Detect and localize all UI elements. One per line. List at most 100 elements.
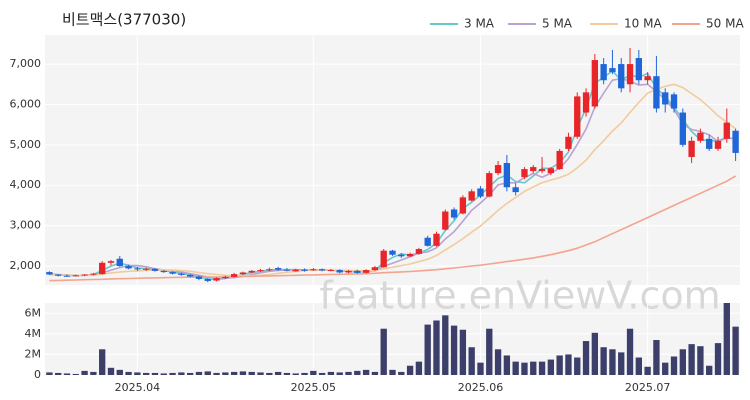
y-tick-label: 7,000 [10, 57, 42, 70]
candle-body [204, 278, 211, 281]
candle-body [442, 211, 449, 230]
candle-body [46, 272, 53, 275]
volume-bar [274, 371, 282, 375]
candle-body [327, 270, 335, 272]
candle-body [415, 249, 423, 254]
candle-body [257, 270, 264, 272]
volume-bar [151, 372, 159, 375]
volume-bar [723, 303, 730, 375]
candle-body [398, 254, 405, 257]
volume-bar [55, 372, 62, 375]
candle-body [521, 169, 528, 178]
candle-body [274, 268, 282, 270]
legend-label: 5 MA [542, 17, 573, 31]
candle-body [679, 112, 686, 145]
candle-body [565, 136, 572, 149]
volume-bar [688, 344, 695, 375]
candle-body [239, 272, 247, 275]
volume-bar [574, 357, 581, 375]
volume-bar [292, 373, 299, 375]
volume-bar [160, 373, 167, 375]
legend-label: 50 MA [706, 17, 744, 31]
x-tick-label: 2025.06 [458, 381, 504, 394]
candle-body [618, 64, 625, 89]
volume-bar [143, 372, 150, 375]
volume-bar [380, 328, 387, 375]
volume-bar [635, 357, 642, 375]
candle-body [459, 197, 467, 214]
candle-body [591, 60, 599, 107]
candle-body [556, 150, 563, 170]
volume-bar [653, 340, 660, 375]
candle-body [195, 276, 203, 279]
volume-bar [107, 367, 115, 375]
volume-bar [362, 369, 370, 375]
candle-body [125, 266, 132, 269]
volume-bar [195, 371, 203, 375]
candle-body [468, 191, 475, 201]
legend-label: 3 MA [464, 17, 495, 31]
x-tick-label: 2025.05 [291, 381, 337, 394]
candle-body [688, 140, 695, 157]
volume-bar [732, 326, 739, 375]
volume-bar [662, 362, 669, 375]
volume-bar [442, 315, 449, 375]
candle-body [389, 250, 396, 255]
candle-body [107, 261, 115, 263]
candle-body [697, 132, 704, 141]
volume-bar [433, 320, 440, 375]
candle-body [354, 270, 361, 273]
candle-body [178, 273, 185, 275]
candle-body [626, 64, 634, 85]
candle-body [283, 269, 291, 271]
volume-bar [644, 366, 651, 375]
candle-body [723, 122, 730, 139]
candle-body [169, 272, 176, 274]
candle-body [90, 273, 97, 275]
y-tick-label: 4,000 [10, 178, 42, 191]
candle-body [362, 270, 370, 273]
volume-bar [310, 370, 317, 375]
candle-body [99, 262, 106, 275]
volume-bar [459, 329, 467, 375]
candle-body [248, 270, 255, 273]
volume-bar [556, 355, 563, 375]
volume-bar [371, 371, 379, 375]
volume-bar [512, 361, 519, 375]
x-tick-label: 2025.07 [625, 381, 671, 394]
volume-bar [626, 328, 634, 375]
candle-body [151, 268, 159, 271]
x-tick-label: 2025.04 [115, 381, 161, 394]
candle-body [310, 269, 317, 271]
chart-title: 비트맥스(377030) [62, 11, 186, 29]
volume-bar [327, 371, 335, 375]
volume-bar [468, 347, 475, 375]
candle-body [336, 270, 343, 273]
volume-bar [494, 349, 502, 375]
candle-body [494, 165, 502, 174]
candle-body [538, 169, 546, 172]
volume-bar [125, 371, 132, 375]
candle-body [116, 258, 123, 267]
volume-bar [600, 347, 607, 375]
ma-line [49, 83, 737, 277]
volume-bar [609, 349, 616, 375]
volume-bar [230, 371, 238, 375]
candle-body [600, 64, 607, 81]
volume-bar [530, 361, 537, 375]
volume-bar [204, 371, 211, 375]
candle-body [63, 275, 71, 277]
candle-body [714, 140, 722, 149]
candle-body [230, 274, 238, 277]
volume-bar [90, 371, 97, 375]
volume-bar [301, 372, 308, 375]
volume-bar [706, 365, 713, 375]
volume-bar [415, 361, 423, 375]
candle-body [222, 276, 229, 279]
volume-bar [398, 371, 405, 375]
candle-body [213, 278, 220, 281]
watermark: feature.enViewV.com [319, 274, 720, 318]
candle-body [433, 233, 440, 246]
candle-body [318, 269, 326, 271]
candle-body [670, 94, 678, 109]
